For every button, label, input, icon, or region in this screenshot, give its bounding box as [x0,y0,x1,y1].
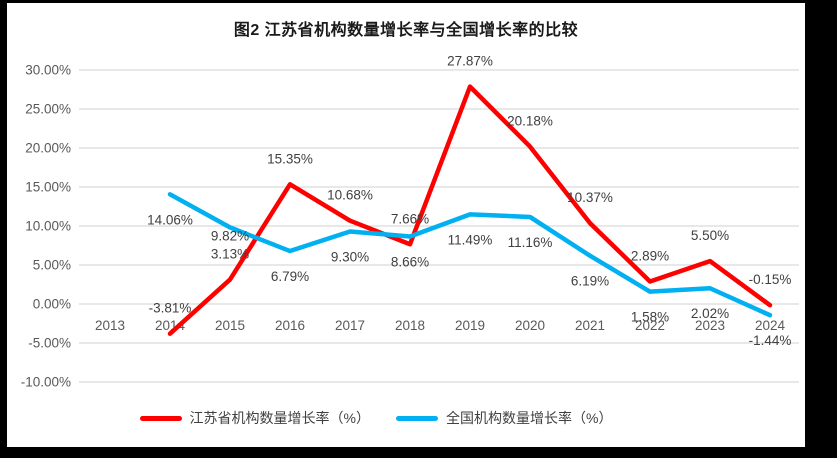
data-label-series-1: 14.06% [147,212,193,227]
y-axis-tick-label: 30.00% [25,63,71,78]
series-line-1 [167,192,773,318]
data-label-series-1: 6.79% [271,269,309,284]
x-axis-label: 2021 [575,318,605,333]
data-label-series-0: -3.81% [149,301,192,316]
y-axis-tick-label: -5.00% [28,336,71,351]
x-axis-label: 2015 [215,318,245,333]
x-axis-label: 2023 [695,318,725,333]
y-axis-tick-label: 15.00% [25,180,71,195]
line-chart-plot-area: 30.00% 25.00% 20.00% 15.00% 10.00% 5.00% 0.00%… [21,54,799,390]
data-label-series-0: 10.37% [567,190,613,205]
x-axis-label: 2018 [395,318,425,333]
data-label-series-0: 2.89% [631,248,669,263]
data-label-series-1: 6.19% [571,274,609,289]
legend-line-swatch-jiangsu [139,415,182,421]
chart-canvas: 图2 江苏省机构数量增长率与全国增长率的比较 30.00% 25.00% 20.00… [7,3,805,447]
data-label-series-1: 1.58% [631,310,669,325]
legend-label-national: 全国机构数量增长率（%） [446,410,613,426]
legend-label-jiangsu: 江苏省机构数量增长率（%） [189,410,370,426]
data-label-series-1: 11.16% [508,235,553,250]
data-label-series-0: 3.13% [211,247,249,262]
x-axis-label: 2013 [95,318,125,333]
x-axis-label: 2016 [275,318,305,333]
legend-item-national: 全国机构数量增长率（%） [396,408,612,428]
data-label-series-0: 27.87% [447,54,493,69]
data-label-series-1: 9.82% [211,228,249,243]
data-label-series-1: 11.49% [448,232,493,247]
chart-title: 图2 江苏省机构数量增长率与全国增长率的比较 [233,22,579,39]
data-label-series-0: 7.66% [391,211,429,226]
y-axis-tick-label: 20.00% [25,141,71,156]
data-label-series-0: 10.68% [327,188,373,203]
y-axis-tick-label: 5.00% [33,258,71,273]
chart-legend: 江苏省机构数量增长率（%） 全国机构数量增长率（%） [0,408,775,428]
data-label-series-1: -1.44% [749,333,792,348]
data-label-series-1: 2.02% [691,306,729,321]
x-axis-label: 2024 [755,318,786,333]
legend-item-jiangsu: 江苏省机构数量增长率（%） [139,408,370,428]
x-axis-label: 2022 [635,318,665,333]
data-label-series-0: 5.50% [691,228,729,243]
y-axis-tick-label: 10.00% [25,219,71,234]
x-axis-label: 2020 [515,318,545,333]
y-axis-tick-label: 25.00% [25,102,71,117]
data-label-series-1: 8.66% [391,254,429,269]
x-axis-label: 2017 [335,318,365,333]
series-line-0 [167,84,773,336]
data-label-series-0: -0.15% [749,272,792,287]
x-axis-label: 2019 [455,318,485,333]
data-label-series-0: 15.35% [267,151,313,166]
legend-line-swatch-national [396,415,438,421]
data-label-series-1: 9.30% [331,249,369,264]
y-axis-tick-label: 0.00% [33,297,71,312]
y-axis-tick-label: -10.00% [21,375,71,390]
data-label-series-0: 20.18% [507,114,553,129]
